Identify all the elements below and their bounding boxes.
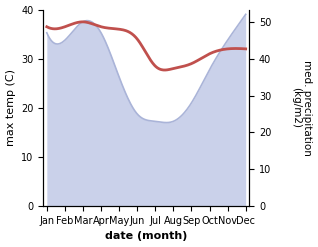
Y-axis label: max temp (C): max temp (C) (5, 69, 16, 146)
Y-axis label: med. precipitation
(kg/m2): med. precipitation (kg/m2) (291, 60, 313, 156)
X-axis label: date (month): date (month) (105, 231, 187, 242)
